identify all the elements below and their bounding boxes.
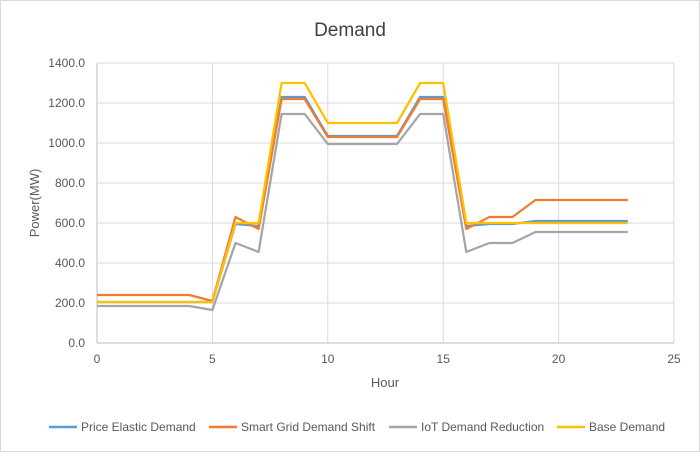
x-tick-label: 25: [667, 352, 681, 366]
axes: 0.0 200.0 400.0 600.0 800.0 1000.0 1200.0 1400.…: [48, 56, 681, 366]
x-tick-label: 0: [94, 352, 101, 366]
series-line-2: [97, 97, 628, 303]
legend-label: IoT Demand Reduction: [421, 420, 544, 434]
y-tick-label: 0.0: [68, 336, 85, 350]
x-tick-label: 15: [437, 352, 451, 366]
y-tick-label: 1200.0: [48, 96, 85, 110]
legend-label: Smart Grid Demand Shift: [241, 420, 376, 434]
y-tick-label: 600.0: [55, 216, 85, 230]
chart-title: Demand: [314, 20, 386, 41]
x-tick-label: 5: [209, 352, 216, 366]
series-line-3: [97, 112, 628, 312]
x-tick-label: 10: [321, 352, 335, 366]
y-axis-label: Power(MW): [27, 169, 42, 238]
y-tick-label: 1400.0: [48, 56, 85, 70]
x-tick-label: 20: [552, 352, 566, 366]
series-lines: [97, 81, 628, 312]
legend-label: Base Demand: [589, 420, 665, 434]
y-tick-label: 800.0: [55, 176, 85, 190]
series-line-4: [97, 81, 628, 304]
y-tick-label: 1000.0: [48, 136, 85, 150]
x-axis-label: Hour: [371, 375, 400, 390]
y-tick-label: 200.0: [55, 296, 85, 310]
legend: Price Elastic Demand Smart Grid Demand Sh…: [49, 420, 665, 434]
y-tick-label: 400.0: [55, 256, 85, 270]
legend-label: Price Elastic Demand: [81, 420, 196, 434]
